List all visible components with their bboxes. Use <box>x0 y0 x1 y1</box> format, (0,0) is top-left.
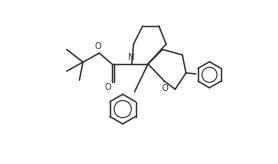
Text: O: O <box>162 84 168 93</box>
Text: O: O <box>95 42 102 51</box>
Text: O: O <box>105 83 111 92</box>
Text: N: N <box>128 53 134 62</box>
